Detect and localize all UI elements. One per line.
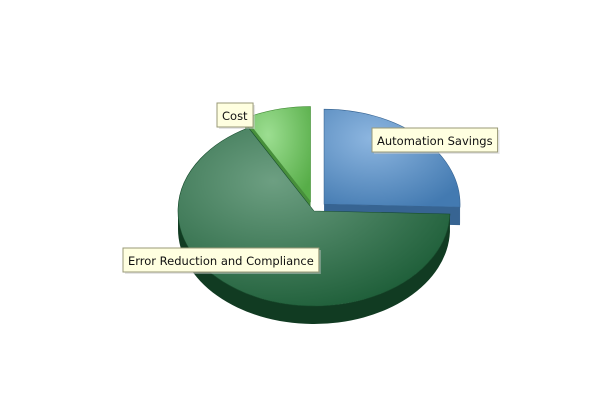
slice-label-box-cost <box>216 102 254 128</box>
pie-labels: Automation Savings Error Reduction and Co… <box>122 102 500 274</box>
slice-label-box-automation-savings <box>371 127 499 153</box>
slice-label-error-reduction-and-compliance: Error Reduction and Compliance <box>128 254 314 268</box>
slice-label-cost: Cost <box>222 109 248 123</box>
slice-label-automation-savings: Automation Savings <box>377 134 493 148</box>
slice-label-box-error-reduction-and-compliance <box>122 247 320 273</box>
slice-side-error-reduction-and-compliance <box>178 211 450 324</box>
slice-automation-savings[interactable] <box>323 108 461 208</box>
